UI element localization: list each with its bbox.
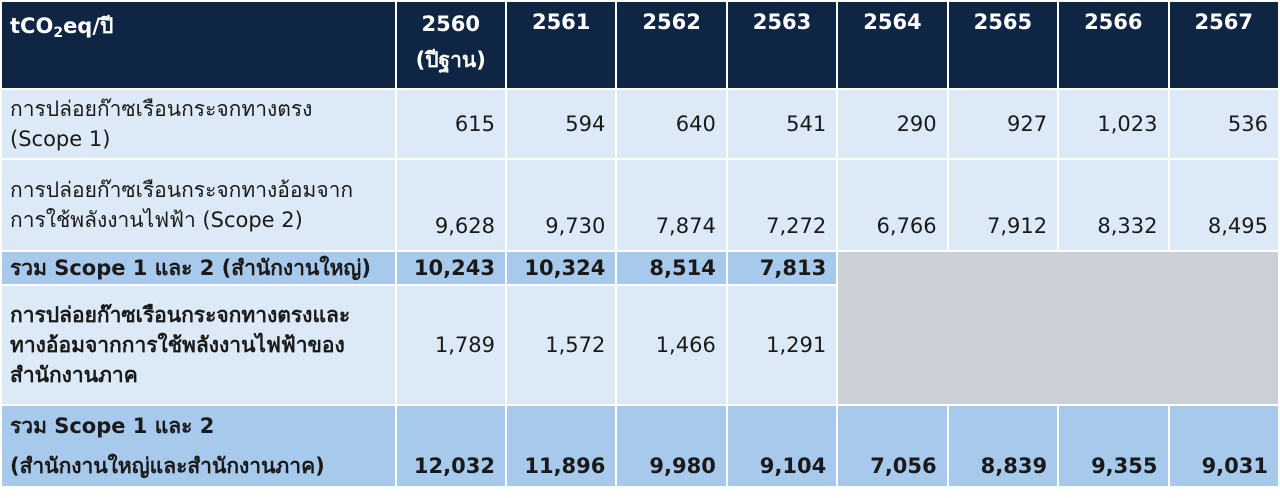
cell-value: 594	[506, 90, 616, 158]
cell-value: 1,466	[617, 286, 726, 404]
cell-value: 7,912	[948, 160, 1058, 250]
cell-value: 7,272	[727, 160, 837, 250]
year-header-2565: 2565	[948, 2, 1058, 88]
cell-value: 9,031	[1169, 406, 1278, 486]
year-header-2566: 2566	[1059, 2, 1168, 88]
row-label: การปล่อยก๊าซเรือนกระจกทางอ้อมจาก การใช้พล…	[2, 160, 395, 250]
cell-value: 541	[727, 90, 837, 158]
year-header-2561: 2561	[506, 2, 616, 88]
cell-value: 12,032	[396, 406, 505, 486]
cell-value: 1,789	[396, 286, 505, 404]
cell-value: 290	[838, 90, 947, 158]
table-row-regional: การปล่อยก๊าซเรือนกระจกทางตรงและ ทางอ้อมจา…	[2, 286, 1278, 404]
table-row-scope1: การปล่อยก๊าซเรือนกระจกทางตรง (Scope 1) 61…	[2, 90, 1278, 158]
empty-cell-block	[838, 252, 1278, 404]
cell-value: 8,495	[1169, 160, 1278, 250]
table-row-grand-total: รวม Scope 1 และ 2 (สำนักงานใหญ่และสำนักงา…	[2, 406, 1278, 486]
row-label: การปล่อยก๊าซเรือนกระจกทางตรงและ ทางอ้อมจา…	[2, 286, 395, 404]
cell-value: 927	[948, 90, 1058, 158]
cell-value: 1,572	[506, 286, 616, 404]
cell-value: 1,291	[727, 286, 837, 404]
year-header-2560: 2560 (ปีฐาน)	[396, 2, 505, 88]
cell-value: 6,766	[838, 160, 947, 250]
row-label: รวม Scope 1 และ 2 (สำนักงานใหญ่และสำนักงา…	[2, 406, 395, 486]
row-label: การปล่อยก๊าซเรือนกระจกทางตรง (Scope 1)	[2, 90, 395, 158]
cell-value: 7,056	[838, 406, 947, 486]
table-row-scope2: การปล่อยก๊าซเรือนกระจกทางอ้อมจาก การใช้พล…	[2, 160, 1278, 250]
year-header-2562: 2562	[617, 2, 726, 88]
cell-value: 9,628	[396, 160, 505, 250]
cell-value: 9,980	[617, 406, 726, 486]
cell-value: 11,896	[506, 406, 616, 486]
year-header-2564: 2564	[838, 2, 947, 88]
cell-value: 7,813	[727, 252, 837, 284]
cell-value: 9,355	[1059, 406, 1168, 486]
cell-value: 1,023	[1059, 90, 1168, 158]
row-label: รวม Scope 1 และ 2 (สำนักงานใหญ่)	[2, 252, 395, 284]
cell-value: 9,730	[506, 160, 616, 250]
table-row-hq-total: รวม Scope 1 และ 2 (สำนักงานใหญ่) 10,243 …	[2, 252, 1278, 404]
cell-value: 8,839	[948, 406, 1058, 486]
cell-value: 640	[617, 90, 726, 158]
cell-value: 8,514	[617, 252, 726, 284]
cell-value: 10,243	[396, 252, 505, 284]
cell-value: 7,874	[617, 160, 726, 250]
cell-value: 615	[396, 90, 505, 158]
year-header-2567: 2567	[1169, 2, 1278, 88]
emissions-table: tCO2eq/ปี 2560 (ปีฐาน) 2561 2562 2563 256…	[2, 2, 1278, 486]
cell-value: 536	[1169, 90, 1278, 158]
cell-value: 9,104	[727, 406, 837, 486]
header-row: tCO2eq/ปี 2560 (ปีฐาน) 2561 2562 2563 256…	[2, 2, 1278, 88]
cell-value: 10,324	[506, 252, 616, 284]
unit-header: tCO2eq/ปี	[2, 2, 395, 88]
cell-value: 8,332	[1059, 160, 1168, 250]
base-year-note: (ปีฐาน)	[415, 48, 486, 72]
year-header-2563: 2563	[727, 2, 837, 88]
